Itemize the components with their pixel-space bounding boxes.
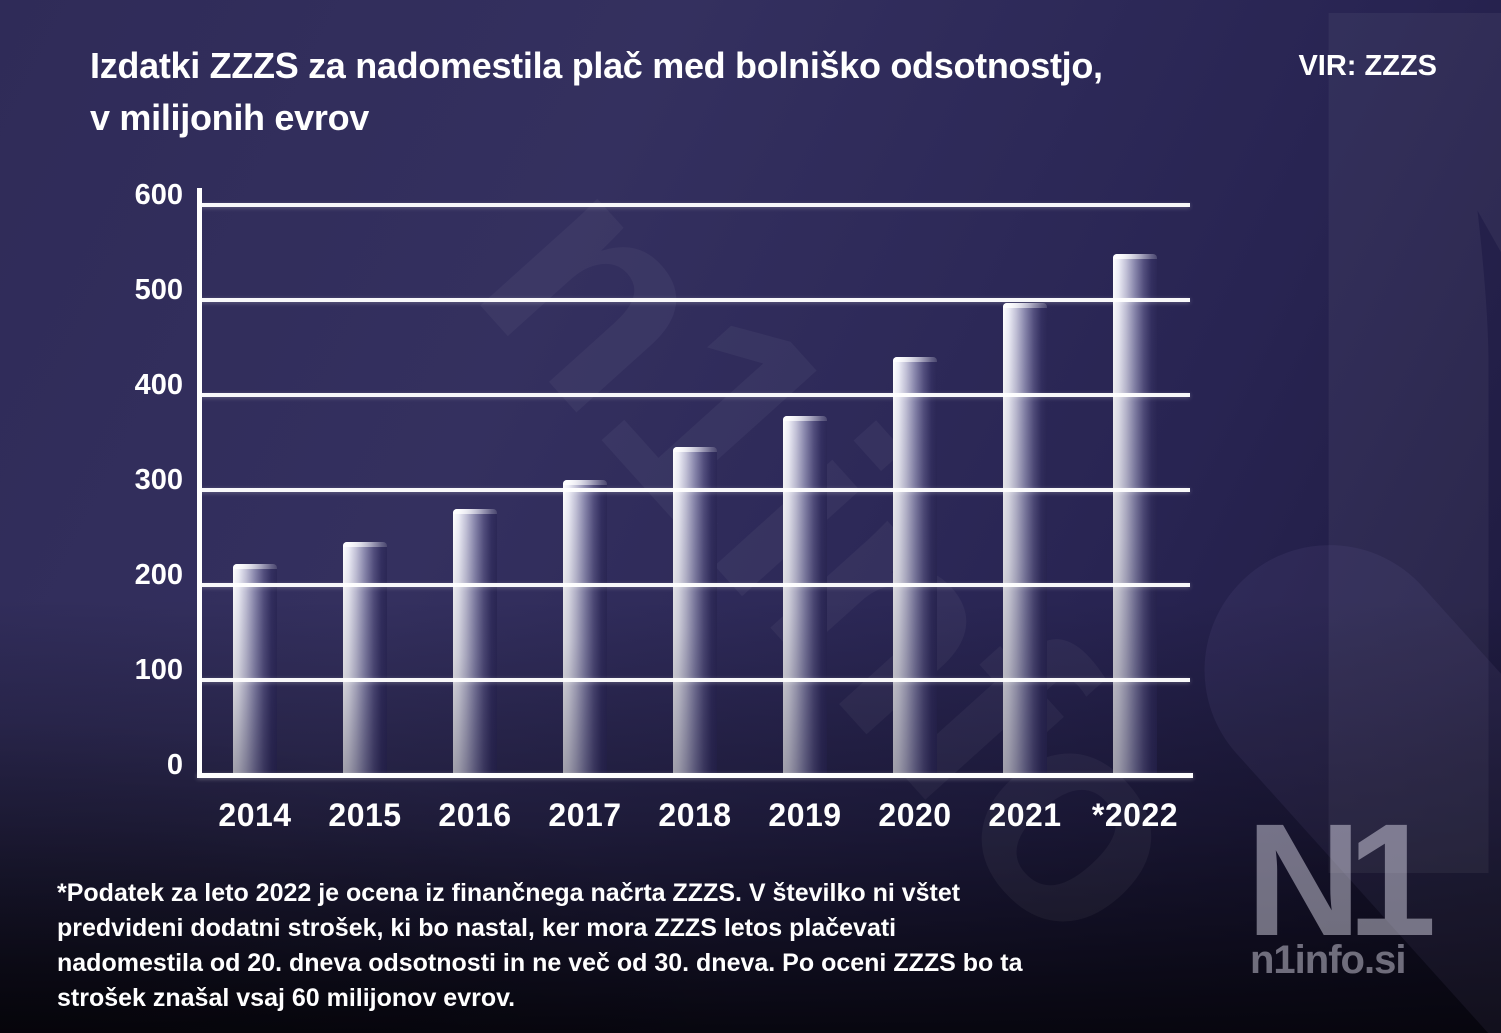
y-tick-label-0: 0 <box>166 749 183 781</box>
n1-logo-site: n1info.si <box>1250 938 1406 982</box>
chart-title: Izdatki ZZZS za nadomestila plač med bol… <box>90 40 1103 144</box>
source-label: VIR: ZZZS <box>1298 50 1437 82</box>
y-tick-label-500: 500 <box>134 274 183 306</box>
x-tick-label-2020: 2020 <box>878 797 952 833</box>
x-axis-year-labels: 2014 2015 2016 2017 2018 2019 2020 2021 *2022 <box>200 797 1190 834</box>
y-tick-label-400: 400 <box>134 369 183 401</box>
y-tick-label-200: 200 <box>134 559 183 591</box>
bar-2017 <box>563 480 607 775</box>
x-tick-label-2014: 2014 <box>218 797 292 833</box>
x-tick-label-2021: 2021 <box>988 797 1062 833</box>
y-axis-line <box>197 188 202 778</box>
bar-2020 <box>893 357 937 775</box>
bar-2021 <box>1003 303 1047 775</box>
bars-container <box>200 205 1190 775</box>
x-tick-label-2022: *2022 <box>1091 797 1179 833</box>
x-tick-label-2016: 2016 <box>438 797 512 833</box>
x-tick-label-2015: 2015 <box>328 797 402 833</box>
bar-2014 <box>233 564 277 775</box>
bar-2018 <box>673 447 717 775</box>
footnote-line: nadomestila od 20. dneva odsotnosti in n… <box>57 949 1023 977</box>
footnote: *Podatek za leto 2022 je ocena iz finanč… <box>57 876 1022 1016</box>
chart-title-line2: v milijonih evrov <box>90 97 369 138</box>
footnote-line: *Podatek za leto 2022 je ocena iz finanč… <box>57 879 961 907</box>
x-tick-label-2017: 2017 <box>548 797 622 833</box>
y-tick-label-300: 300 <box>134 464 183 496</box>
footnote-line: predvideni dodatni strošek, ki bo nastal… <box>57 914 897 942</box>
y-tick-label-100: 100 <box>134 654 183 686</box>
y-tick-label-600: 600 <box>134 179 183 211</box>
x-tick-label-2019: 2019 <box>768 797 842 833</box>
bar-2016 <box>453 509 497 775</box>
n1-background-watermark: N1 <box>1245 0 1501 1033</box>
bar-2019 <box>783 416 827 775</box>
chart-title-line1: Izdatki ZZZS za nadomestila plač med bol… <box>90 45 1103 86</box>
bar-chart-plot-area <box>200 205 1190 775</box>
bar-2015 <box>343 542 387 775</box>
n1-logo-mark: N1 <box>1246 790 1436 969</box>
x-tick-label-2018: 2018 <box>658 797 732 833</box>
footnote-line: strošek znašal vsaj 60 milijonov evrov. <box>57 984 516 1012</box>
bar-2022 <box>1113 254 1157 775</box>
x-axis-line <box>197 773 1193 778</box>
